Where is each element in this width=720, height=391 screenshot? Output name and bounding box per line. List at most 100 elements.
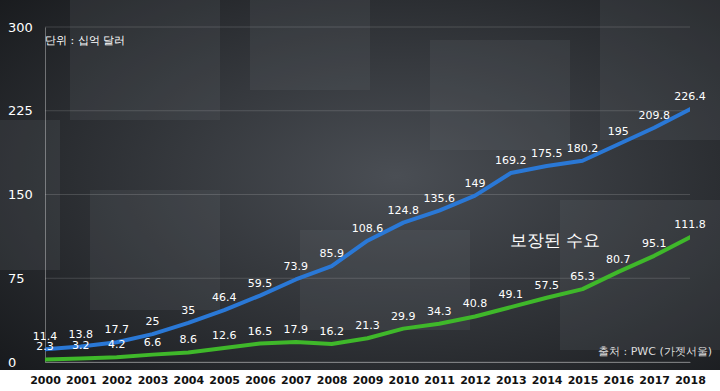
- y-tick-label: 0: [8, 355, 16, 370]
- x-tick-label: 2009: [353, 374, 384, 387]
- data-label: 108.6: [352, 222, 384, 235]
- y-tick: 300: [8, 20, 45, 35]
- data-label: 16.2: [319, 325, 344, 338]
- data-label: 85.9: [319, 247, 344, 260]
- background-block: [250, 0, 370, 90]
- x-tick-label: 2015: [568, 374, 599, 387]
- axis-strip: [0, 370, 720, 391]
- data-label: 209.8: [638, 109, 670, 122]
- y-tick-label: 75: [8, 271, 25, 286]
- data-label: 95.1: [642, 237, 667, 250]
- background-block: [300, 230, 470, 330]
- data-label: 57.5: [534, 279, 559, 292]
- x-tick-label: 2000: [30, 374, 61, 387]
- grid-line: [45, 194, 690, 195]
- background-block: [90, 190, 220, 310]
- data-label: 17.9: [284, 323, 309, 336]
- data-label: 29.9: [391, 310, 416, 323]
- data-label: 2.3: [36, 340, 54, 353]
- x-tick-label: 2001: [66, 374, 97, 387]
- x-axis-line: [46, 362, 691, 363]
- x-axis: 2000 2001 2002 2003 2004 2005 2006 2007 2008 2009…: [30, 362, 706, 387]
- data-label: 111.8: [674, 218, 706, 231]
- x-tick-label: 2002: [102, 374, 133, 387]
- y-axis-line: [45, 28, 46, 363]
- x-tick-label: 2008: [317, 374, 348, 387]
- x-tick: 2011: [424, 362, 455, 387]
- x-tick: 2014: [532, 362, 563, 387]
- x-tick: 2007: [281, 362, 312, 387]
- series-label: 보장된 수요: [510, 230, 600, 250]
- background-blocks: [0, 0, 720, 350]
- x-tick-label: 2006: [245, 374, 276, 387]
- x-tick-label: 2011: [424, 374, 455, 387]
- x-tick: 2012: [460, 362, 491, 387]
- x-tick: 2000: [30, 362, 61, 387]
- x-tick: 2017: [639, 362, 670, 387]
- data-label: 17.7: [104, 323, 129, 336]
- data-label: 149: [465, 177, 486, 190]
- x-tick: 2013: [496, 362, 527, 387]
- data-label: 12.6: [212, 329, 237, 342]
- y-tick-label: 150: [8, 187, 33, 202]
- data-label: 16.5: [248, 325, 273, 338]
- series-line: [45, 237, 690, 359]
- x-tick: 2006: [245, 362, 276, 387]
- data-label: 25: [146, 315, 160, 328]
- data-label: 8.6: [180, 333, 198, 346]
- x-tick-label: 2018: [675, 374, 706, 387]
- x-tick: 2009: [353, 362, 384, 387]
- x-tick: 2016: [604, 362, 635, 387]
- series-line: [45, 109, 690, 349]
- x-tick: 2018: [675, 362, 706, 387]
- x-tick-label: 2017: [639, 374, 670, 387]
- data-label: 34.3: [427, 305, 452, 318]
- data-label: 21.3: [355, 319, 380, 332]
- x-tick-label: 2007: [281, 374, 312, 387]
- data-label: 135.6: [423, 192, 455, 205]
- data-label: 40.8: [463, 297, 488, 310]
- x-tick: 2002: [102, 362, 133, 387]
- x-tick-label: 2005: [209, 374, 240, 387]
- x-tick: 2008: [317, 362, 348, 387]
- y-axis: 0 75 150 225 300: [8, 20, 46, 370]
- data-label: 6.6: [144, 336, 162, 349]
- background-block: [560, 200, 720, 350]
- data-labels: 11.413.817.7253546.459.573.985.9108.6124…: [33, 90, 706, 353]
- x-tick: 2015: [568, 362, 599, 387]
- y-tick: 150: [8, 187, 45, 202]
- background-block: [70, 0, 220, 120]
- data-label: 124.8: [388, 204, 420, 217]
- grid-line: [45, 362, 690, 363]
- x-tick-label: 2012: [460, 374, 491, 387]
- x-tick: 2010: [389, 362, 420, 387]
- background-block: [430, 40, 570, 150]
- x-tick-label: 2003: [138, 374, 169, 387]
- data-label: 169.2: [495, 154, 527, 167]
- data-label: 65.3: [570, 270, 595, 283]
- data-label: 3.2: [72, 339, 90, 352]
- data-label: 49.1: [499, 288, 524, 301]
- x-tick: 2004: [174, 362, 205, 387]
- y-tick-label: 300: [8, 20, 33, 35]
- x-tick-label: 2014: [532, 374, 563, 387]
- data-label: 73.9: [284, 260, 309, 273]
- x-tick-label: 2016: [604, 374, 635, 387]
- data-label: 35: [181, 304, 195, 317]
- data-label: 4.2: [108, 338, 126, 351]
- data-label: 226.4: [674, 90, 706, 103]
- x-tick-label: 2010: [389, 374, 420, 387]
- background: [0, 0, 720, 391]
- data-label: 46.4: [212, 291, 237, 304]
- background-block: [600, 0, 720, 140]
- subtitle: 단위 : 십억 달러: [45, 34, 125, 47]
- plot-area: [45, 109, 690, 359]
- y-tick: 225: [8, 103, 45, 118]
- grid: [45, 27, 690, 362]
- data-label: 175.5: [531, 147, 563, 160]
- x-tick: 2001: [66, 362, 97, 387]
- x-tick: 2005: [209, 362, 240, 387]
- data-label: 195: [608, 125, 629, 138]
- data-label: 80.7: [606, 253, 631, 266]
- y-tick-label: 225: [8, 103, 33, 118]
